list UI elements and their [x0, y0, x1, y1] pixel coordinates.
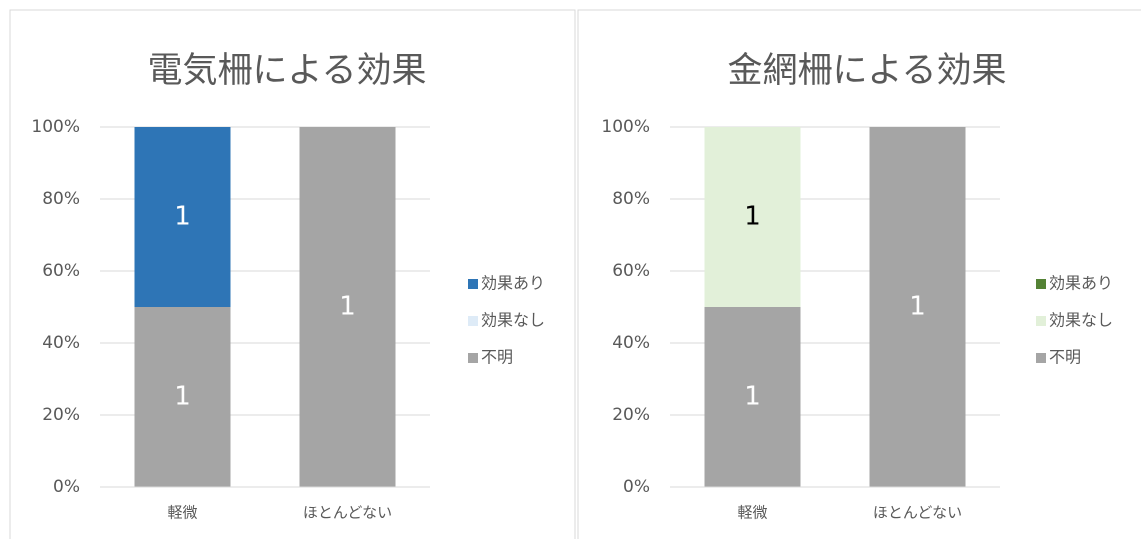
- data-label: 1: [339, 292, 356, 322]
- legend-swatch: [468, 353, 478, 363]
- legend-swatch: [1036, 353, 1046, 363]
- legend-label: 不明: [1049, 348, 1081, 367]
- data-label: 1: [744, 202, 761, 232]
- bar-segment: [134, 127, 231, 307]
- bar-segment: [299, 127, 396, 487]
- legend-swatch: [1036, 279, 1046, 289]
- y-tick-label: 20%: [612, 405, 650, 425]
- data-label: 1: [174, 202, 191, 232]
- data-label: 1: [909, 292, 926, 322]
- bar-segment: [134, 307, 231, 487]
- y-tick-label: 100%: [31, 117, 80, 137]
- legend-swatch: [1036, 316, 1046, 326]
- y-tick-label: 60%: [42, 261, 80, 281]
- x-tick-label: 軽微: [737, 504, 767, 522]
- chart: 金網柵による効果 0% 20% 40% 60% 80% 100% 軽微 1 1 ほとんどない 1 効果あ…: [577, 9, 1141, 539]
- data-label: 1: [174, 382, 191, 412]
- y-tick-label: 80%: [42, 189, 80, 209]
- bar-segment: [869, 127, 966, 487]
- y-tick-label: 100%: [601, 117, 650, 137]
- y-tick-label: 40%: [42, 333, 80, 353]
- bar-segment: [704, 127, 801, 307]
- chart-border: [577, 9, 1141, 539]
- x-tick-label: ほとんどない: [303, 504, 392, 522]
- legend-label: 効果なし: [481, 311, 545, 330]
- chart-border: [9, 9, 576, 539]
- legend-label: 効果あり: [1049, 274, 1113, 293]
- y-tick-label: 0%: [623, 477, 650, 497]
- legend-label: 効果なし: [1049, 311, 1113, 330]
- y-tick-label: 20%: [42, 405, 80, 425]
- y-tick-label: 0%: [53, 477, 80, 497]
- chart-title: 電気柵による効果: [148, 51, 427, 91]
- chart-title: 金網柵による効果: [728, 51, 1007, 91]
- y-tick-label: 40%: [612, 333, 650, 353]
- legend-label: 効果あり: [481, 274, 545, 293]
- chart: 電気柵による効果 0% 20% 40% 60% 80% 100% 軽微 1 1 ほとんどない 1 効果あ…: [9, 9, 576, 539]
- y-tick-label: 60%: [612, 261, 650, 281]
- legend-swatch: [468, 316, 478, 326]
- y-tick-label: 80%: [612, 189, 650, 209]
- x-tick-label: 軽微: [167, 504, 197, 522]
- x-tick-label: ほとんどない: [873, 504, 962, 522]
- data-label: 1: [744, 382, 761, 412]
- legend-label: 不明: [481, 348, 513, 367]
- bar-segment: [704, 307, 801, 487]
- legend-swatch: [468, 279, 478, 289]
